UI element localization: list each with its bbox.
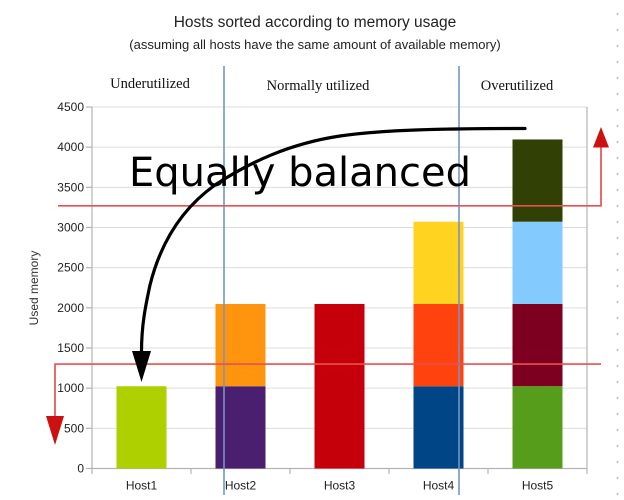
balance-arrow-head-icon	[132, 351, 151, 382]
bar-segment-host5-1	[512, 303, 563, 387]
y-tick-label: 2500	[57, 261, 84, 275]
chart-subtitle: (assuming all hosts have the same amount…	[129, 37, 500, 52]
edge-dot	[616, 477, 619, 479]
edge-dot	[616, 269, 619, 271]
overutilization-threshold-line	[58, 146, 602, 207]
edge-dot	[616, 13, 619, 15]
edge-dot	[616, 349, 619, 351]
zone-label-overutilized: Overutilized	[481, 78, 554, 94]
edge-dot	[616, 461, 619, 463]
y-tick-label: 4000	[57, 140, 84, 154]
edge-dot	[616, 141, 619, 143]
underutilization-threshold-line	[54, 363, 601, 417]
edge-dot	[616, 493, 619, 495]
edge-dot	[616, 429, 619, 431]
edge-dot	[616, 173, 619, 175]
y-tick-label: 3000	[57, 221, 84, 235]
y-tick-label: 1500	[57, 341, 84, 355]
edge-dot	[616, 77, 619, 79]
edge-dot	[616, 301, 619, 303]
edge-dot	[616, 29, 619, 31]
edge-dot	[616, 365, 619, 367]
x-category-label: Host3	[324, 479, 356, 493]
underutilization-threshold-arrow-icon	[46, 416, 64, 445]
edge-dot	[616, 221, 619, 223]
zone-label-underutilized: Underutilized	[110, 76, 190, 92]
x-category-label: Host2	[225, 479, 257, 493]
edge-dot	[616, 413, 619, 415]
y-tick-label: 1000	[57, 381, 84, 395]
bar-segment-host4-0	[413, 386, 464, 469]
bar-segment-host4-2	[413, 221, 464, 304]
x-category-label: Host5	[522, 479, 554, 493]
edge-dot	[616, 45, 619, 47]
edge-dot	[616, 189, 619, 191]
bars-layer	[116, 139, 563, 469]
threshold-layer	[46, 127, 609, 445]
bar-segment-host5-2	[512, 221, 563, 304]
equally-balanced-arrow	[132, 126, 527, 382]
axis-ticks-layer: 0 500 1000 1500 2000 2500 3000 3500 4000 4500 Host…	[57, 100, 588, 493]
bar-segment-host3-0	[314, 303, 365, 469]
edge-dot	[616, 157, 619, 159]
bar-segment-host5-0	[512, 386, 563, 469]
equally-balanced-label: Equally balanced	[129, 150, 471, 196]
zone-divider-layer	[223, 66, 460, 495]
page-edge-dots	[616, 13, 619, 495]
edge-dot	[616, 61, 619, 63]
bar-segment-host2-1	[215, 303, 266, 387]
edge-dot	[616, 109, 619, 111]
y-tick-label: 2000	[57, 301, 84, 315]
edge-dot	[616, 93, 619, 95]
x-category-label: Host1	[126, 479, 158, 493]
edge-dot	[616, 381, 619, 383]
bar-segment-host1-0	[116, 386, 167, 469]
y-tick-label: 4500	[57, 100, 84, 114]
edge-dot	[616, 285, 619, 287]
y-tick-label: 0	[77, 462, 84, 476]
y-axis-title: Used memory	[27, 251, 41, 326]
edge-dot	[616, 333, 619, 335]
edge-dot	[616, 205, 619, 207]
edge-dot	[616, 317, 619, 319]
edge-dot	[616, 253, 619, 255]
chart-title: Hosts sorted according to memory usage	[174, 14, 457, 31]
edge-dot	[616, 397, 619, 399]
zone-label-normally-utilized: Normally utilized	[267, 78, 370, 94]
balance-arrow-curve	[139, 126, 527, 354]
y-tick-label: 3500	[57, 180, 84, 194]
edge-dot	[616, 125, 619, 127]
bar-segment-host2-0	[215, 386, 266, 469]
y-tick-label: 500	[64, 421, 84, 435]
x-category-label: Host4	[423, 479, 455, 493]
bar-segment-host4-1	[413, 303, 464, 387]
edge-dot	[616, 237, 619, 239]
edge-dot	[616, 445, 619, 447]
overutilization-threshold-arrow-icon	[593, 127, 609, 148]
bar-segment-host5-3	[512, 139, 563, 222]
